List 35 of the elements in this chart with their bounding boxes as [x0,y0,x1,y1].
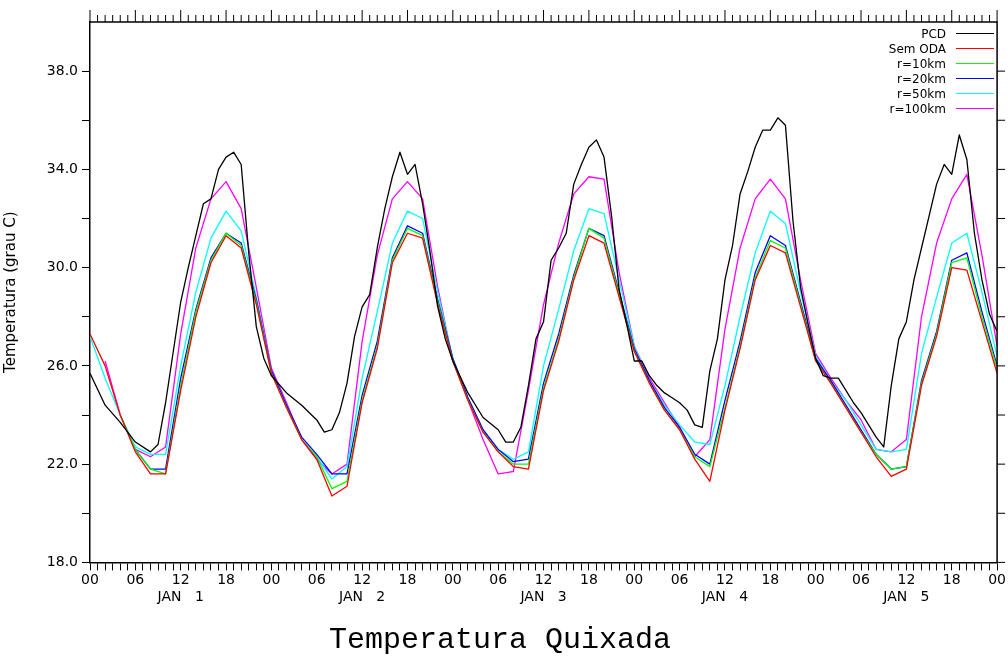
legend-label: r=20km [897,71,946,86]
x-tick-label: 18 [398,571,417,588]
x-tick-label: 00 [443,571,462,588]
x-tick-label: 00 [81,571,99,588]
y-tick-label: 18.0 [46,553,78,570]
y-axis-title: Temperatura (grau C) [0,211,19,374]
legend-label: Sem ODA [888,41,946,56]
y-tick-label: 38.0 [46,61,78,78]
x-tick-label: 12 JAN 2 [338,571,386,605]
x-tick-label: 00 [625,571,644,588]
y-tick-label: 30.0 [46,258,78,275]
text: Temperatura Quixada [328,622,672,657]
x-tick-label: 06 [670,571,689,588]
y-tick-label: 22.0 [46,454,78,471]
x-tick-label: 00 [806,571,825,588]
y-tick-label: 34.0 [46,160,78,177]
x-tick-label: 06 [307,571,326,588]
y-tick-label: 26.0 [46,356,78,373]
legend-label: r=10km [897,56,946,71]
legend-label: PCD [921,26,946,41]
legend-label: r=50km [897,86,946,101]
x-tick-label: 18 [761,571,780,588]
x-tick-label: 00 [988,571,1007,588]
x-tick-label: 00 [262,571,281,588]
x-tick-label: 12 JAN 1 [156,571,204,605]
x-tick-label: 06 [489,571,508,588]
x-tick-label: 12 JAN 3 [519,571,567,605]
x-tick-label: 12 JAN 4 [700,571,749,605]
x-tick-label: 18 [217,571,235,588]
x-tick-label: 06 [126,571,145,588]
x-tick-label: 18 [579,571,598,588]
legend-label: r=100km [889,101,946,116]
x-tick-label: 12 JAN 5 [882,571,930,605]
x-tick-label: 18 [942,571,961,588]
x-tick-label: 06 [852,571,871,588]
